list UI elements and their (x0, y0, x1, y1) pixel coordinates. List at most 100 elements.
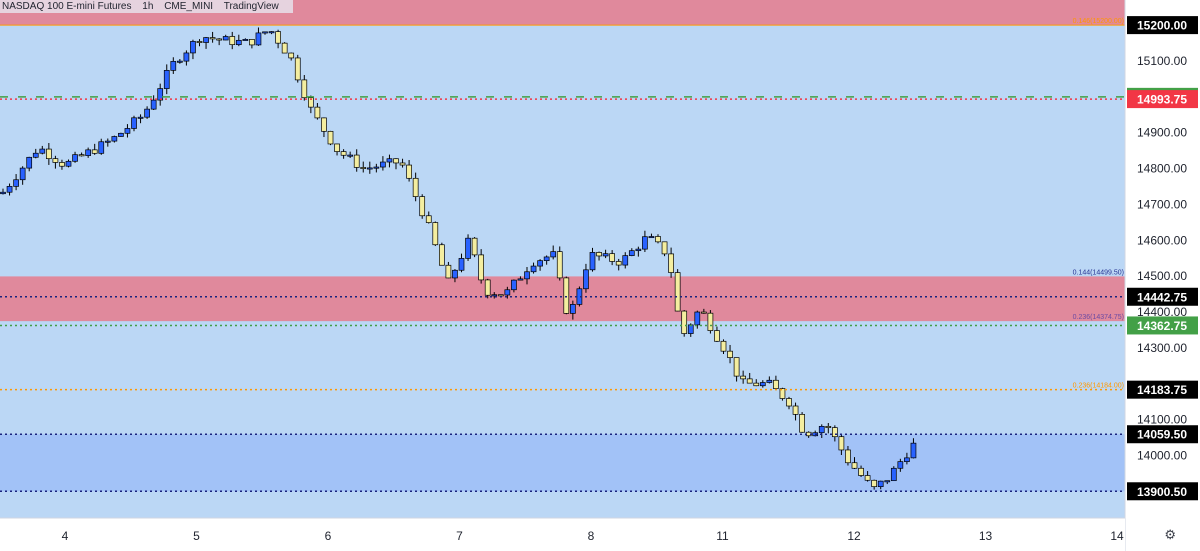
time-tick: 12 (847, 529, 861, 543)
price-label-badge (1127, 316, 1198, 335)
candle (111, 136, 118, 142)
price-label-text: 14059.50 (1137, 428, 1187, 442)
candle (137, 116, 144, 119)
time-axis-bg[interactable] (0, 518, 1125, 551)
candle (419, 196, 426, 217)
candle (183, 52, 190, 62)
candle (170, 61, 177, 71)
candles (0, 27, 917, 490)
settings-gear-icon[interactable]: ⚙ (1164, 527, 1176, 542)
price-tick: 14300.00 (1137, 341, 1187, 355)
candle (72, 154, 78, 162)
candle (314, 106, 321, 119)
candle (845, 449, 851, 464)
candle (497, 294, 504, 297)
candle (216, 38, 222, 41)
candle (602, 253, 609, 257)
fib-label: 0.236(14374.75) (1073, 314, 1124, 321)
price-label-text: 14442.75 (1137, 290, 1187, 304)
candle (491, 294, 498, 297)
price-axis: 15100.00 14900.00 14800.00 14700.00 14600.00… (1124, 0, 1200, 551)
candle (386, 158, 393, 163)
candle (484, 279, 491, 296)
candle (177, 60, 183, 63)
candle (628, 250, 635, 256)
candle (753, 382, 760, 387)
time-tick: 4 (62, 529, 69, 543)
candle (864, 475, 871, 481)
price-tick: 14400.00 (1137, 305, 1187, 319)
candle (340, 151, 347, 156)
support-zone (0, 434, 1125, 492)
candle (596, 252, 602, 257)
candle (26, 156, 33, 169)
candle (373, 166, 380, 169)
candle (471, 237, 478, 256)
candle (452, 269, 458, 279)
candle (746, 378, 753, 384)
candle (609, 253, 616, 262)
candle (281, 42, 288, 54)
candle (890, 467, 897, 482)
candle (674, 272, 681, 312)
candle (773, 379, 779, 389)
candle (85, 149, 92, 156)
candle (229, 36, 236, 46)
candle (288, 52, 295, 59)
candle (124, 128, 131, 134)
time-axis: 4 5 6 7 8 11 12 13 14 (0, 517, 1125, 551)
price-label-text: 15200.00 (1137, 19, 1187, 33)
mid-resistance-zone (0, 276, 1125, 322)
fib-annotations: 0.144(14499.50) 0.236(14374.75) 0.236(1418… (1073, 18, 1124, 389)
candle (543, 256, 550, 262)
candle (681, 310, 688, 334)
candle (347, 154, 353, 157)
exchange: CME_MINI (164, 1, 214, 12)
candle (157, 88, 164, 101)
candle (530, 265, 537, 273)
candle (714, 330, 720, 342)
candle (858, 467, 864, 476)
fib-label: 0.146(15200.00) (1073, 18, 1124, 25)
candle (504, 289, 511, 296)
candle (222, 36, 229, 41)
candle (439, 244, 445, 266)
candle (262, 31, 268, 34)
candle (517, 278, 524, 281)
candle (825, 426, 832, 428)
price-label-text: 13900.50 (1137, 485, 1187, 499)
time-tick: 7 (456, 529, 463, 543)
fib-label: 0.144(14499.50) (1073, 269, 1124, 276)
candle (393, 158, 399, 164)
candle (871, 479, 878, 488)
price-label-badge (1127, 287, 1198, 306)
candle (524, 271, 530, 280)
price-label-badge (1127, 482, 1198, 501)
candle (910, 442, 917, 459)
time-tick: 6 (325, 529, 332, 543)
candle (458, 258, 465, 271)
candle (759, 382, 766, 387)
candle (511, 279, 517, 291)
candle (589, 252, 596, 271)
candle (255, 32, 262, 46)
candle (668, 253, 674, 273)
candle (648, 236, 655, 239)
candle (465, 237, 471, 259)
candle (334, 143, 340, 152)
candle (196, 41, 203, 43)
price-tick: 14900.00 (1137, 126, 1187, 140)
candle (661, 241, 668, 255)
candle (13, 179, 19, 187)
candle (694, 311, 701, 326)
candle (52, 158, 59, 163)
candle (556, 251, 563, 279)
candle (0, 191, 6, 195)
candle (308, 97, 314, 108)
time-tick: 14 (1110, 529, 1124, 543)
candle (786, 398, 792, 407)
candle (163, 70, 170, 89)
interval: 1h (142, 1, 154, 12)
candle (144, 108, 150, 118)
